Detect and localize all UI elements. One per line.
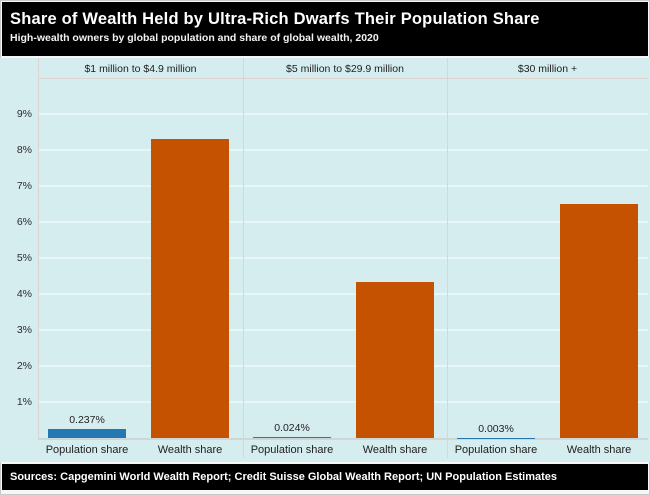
bar-category-label: Wealth share (362, 444, 428, 456)
gridline-2% (38, 365, 648, 367)
bar-category-label: Wealth share (566, 444, 632, 456)
y-axis-tick-label: 4% (16, 288, 32, 300)
y-axis-tick-label: 3% (16, 324, 32, 336)
title-bar: Share of Wealth Held by Ultra-Rich Dwarf… (2, 2, 648, 56)
panel-divider (447, 58, 448, 458)
panel-divider (243, 58, 244, 458)
chart-subtitle: High-wealth owners by global population … (10, 32, 379, 44)
bar-category-label: Population share (454, 444, 538, 456)
bar-value-label: 0.237% (69, 414, 105, 427)
gridline-1% (38, 401, 648, 403)
bar-category-label: Population share (250, 444, 334, 456)
gridline-6% (38, 221, 648, 223)
y-axis-tick-label: 1% (16, 396, 32, 408)
gridline-4% (38, 293, 648, 295)
panel-header-rule (38, 78, 648, 79)
y-axis-tick-label: 9% (16, 108, 32, 120)
bar-category-label: Wealth share (157, 444, 223, 456)
y-axis-tick-label: 7% (16, 180, 32, 192)
gridline-9% (38, 113, 648, 115)
y-axis-tick-label: 6% (16, 216, 32, 228)
bar-value-label: 0.024% (274, 422, 310, 435)
gridline-7% (38, 185, 648, 187)
chart-title: Share of Wealth Held by Ultra-Rich Dwarf… (10, 10, 540, 28)
y-axis-tick-label: 8% (16, 144, 32, 156)
panel-header-label: $5 million to $29.9 million (286, 63, 404, 75)
wealth-share-bar (151, 139, 229, 438)
y-axis-line (38, 58, 39, 438)
population-share-bar (48, 429, 126, 438)
source-note: Sources: Capgemini World Wealth Report; … (2, 464, 648, 490)
gridline-3% (38, 329, 648, 331)
population-share-bar (253, 437, 331, 438)
panel-header-label: $1 million to $4.9 million (84, 63, 197, 75)
wealth-share-bar (560, 204, 638, 438)
y-axis-tick-label: 5% (16, 252, 32, 264)
plot-area: 1% 2% 3% 4% 5% 6% 7% 8% 9% $1 million to $4.9 mil… (0, 58, 650, 462)
wealth-share-bar (356, 282, 434, 438)
y-axis-tick-label: 2% (16, 360, 32, 372)
gridline-8% (38, 149, 648, 151)
gridline-5% (38, 257, 648, 259)
panel-header-label: $30 million + (517, 63, 578, 75)
x-axis-baseline (38, 438, 648, 440)
bar-category-label: Population share (45, 444, 129, 456)
bar-value-label: 0.003% (478, 422, 514, 435)
